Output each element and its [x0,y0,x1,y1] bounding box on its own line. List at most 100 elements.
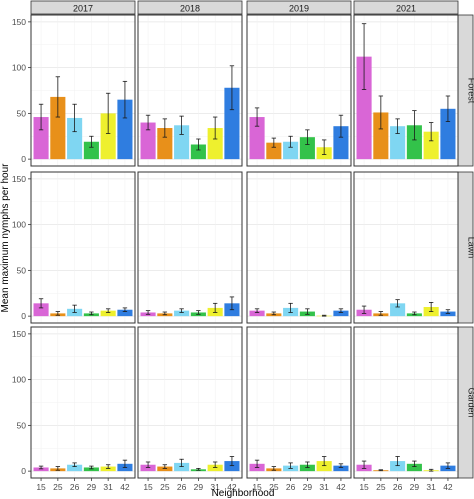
y-tick-label-garden-150: 150 [12,329,26,339]
x-tick-label-2017-15: 15 [36,482,46,492]
panel-border-lawn-2017 [30,171,136,324]
y-axis-title: Mean maximum nymphs per hour [0,163,11,313]
y-tick-label-garden-100: 100 [12,375,26,385]
y-tick-label-forest-0: 0 [21,154,26,164]
bar-forest-2017-42 [117,99,133,160]
facet-label-2021: 2021 [396,4,416,14]
y-tick-label-lawn-100: 100 [12,220,26,230]
bar-garden-2019-42 [333,465,349,472]
bar-forest-2021-25 [373,112,389,160]
y-tick-label-garden-0: 0 [21,466,26,476]
x-tick-label-2019-29: 29 [303,482,313,492]
bar-forest-2017-29 [83,141,99,160]
panel-border-forest-2017 [30,14,136,167]
x-tick-label-2018-29: 29 [194,482,204,492]
bar-forest-2019-29 [299,137,315,160]
x-tick-label-2018-31: 31 [210,482,220,492]
x-tick-label-2017-31: 31 [103,482,113,492]
x-tick-label-2017-26: 26 [70,482,80,492]
bar-forest-2018-29 [190,144,206,160]
facet-strip-2017 [30,0,136,15]
bar-forest-2018-26 [174,125,190,160]
bar-garden-2018-31 [207,464,223,472]
bar-forest-2018-25 [157,128,173,160]
x-tick-label-2021-26: 26 [393,482,403,492]
bar-forest-2017-31 [100,113,116,160]
bar-garden-2021-26 [390,461,406,472]
bar-forest-2021-31 [423,131,439,160]
bar-forest-2019-25 [266,142,282,160]
panel-border-forest-2021 [353,14,459,167]
facet-label-garden: Garden [467,387,474,417]
x-tick-label-2018-15: 15 [143,482,153,492]
facet-strip-2019 [246,0,352,15]
bar-forest-2019-15 [249,117,265,160]
y-tick-label-garden-50: 50 [17,420,27,430]
bar-garden-2017-26 [67,464,83,472]
bar-forest-2018-42 [224,87,240,160]
bar-lawn-2021-26 [390,303,406,317]
y-tick-label-lawn-50: 50 [17,265,27,275]
bar-garden-2018-26 [174,462,190,472]
bar-lawn-2018-26 [174,310,190,317]
bar-lawn-2021-42 [440,311,456,317]
panel-border-forest-2019 [246,14,352,167]
panel-border-lawn-2021 [353,171,459,324]
bar-forest-2017-25 [50,96,66,160]
x-tick-label-2021-15: 15 [359,482,369,492]
bar-garden-2018-15 [140,464,156,472]
bar-lawn-2019-15 [249,310,265,317]
x-tick-label-2021-31: 31 [426,482,436,492]
facet-label-2019: 2019 [289,4,309,14]
bar-lawn-2017-42 [117,309,133,317]
bar-lawn-2017-31 [100,310,116,317]
bar-forest-2018-15 [140,122,156,160]
x-tick-label-2019-31: 31 [319,482,329,492]
bar-garden-2019-29 [299,464,315,472]
x-tick-label-2019-26: 26 [286,482,296,492]
bar-forest-2018-31 [207,128,223,160]
facet-label-2018: 2018 [180,4,200,14]
bar-forest-2019-42 [333,126,349,160]
facet-strip-2018 [137,0,243,15]
bar-garden-2021-29 [406,463,422,472]
x-tick-label-2019-42: 42 [336,482,346,492]
x-tick-label-2019-25: 25 [269,482,279,492]
bar-forest-2021-42 [440,108,456,160]
panel-border-garden-2021 [353,326,459,479]
bar-garden-2019-31 [316,461,332,472]
x-tick-label-2017-42: 42 [120,482,130,492]
bar-lawn-2019-42 [333,310,349,317]
panel-border-lawn-2018 [137,171,243,324]
bar-forest-2017-15 [33,117,49,160]
x-tick-label-2017-25: 25 [53,482,63,492]
facet-strip-2021 [353,0,459,15]
bar-forest-2021-15 [356,56,372,160]
y-tick-label-forest-150: 150 [12,17,26,27]
bar-garden-2018-42 [224,461,240,472]
bar-garden-2018-25 [157,466,173,472]
facet-label-lawn: Lawn [467,237,474,259]
bar-garden-2017-31 [100,466,116,472]
bar-forest-2017-26 [67,117,83,160]
bar-lawn-2017-15 [33,303,49,317]
panel-border-garden-2018 [137,326,243,479]
panel-border-forest-2018 [137,14,243,167]
x-tick-label-2017-29: 29 [87,482,97,492]
panel-border-garden-2017 [30,326,136,479]
facet-label-2017: 2017 [73,4,93,14]
bar-forest-2019-26 [283,141,299,160]
x-tick-label-2018-42: 42 [227,482,237,492]
panel-border-garden-2019 [246,326,352,479]
y-tick-label-forest-100: 100 [12,63,26,73]
y-tick-label-lawn-0: 0 [21,311,26,321]
x-tick-label-2021-29: 29 [410,482,420,492]
bar-forest-2021-26 [390,126,406,160]
bar-garden-2017-15 [33,467,49,472]
bar-garden-2017-29 [83,467,99,472]
x-tick-label-2021-25: 25 [376,482,386,492]
x-tick-label-2018-26: 26 [177,482,187,492]
y-tick-label-lawn-150: 150 [12,174,26,184]
x-tick-label-2018-25: 25 [160,482,170,492]
